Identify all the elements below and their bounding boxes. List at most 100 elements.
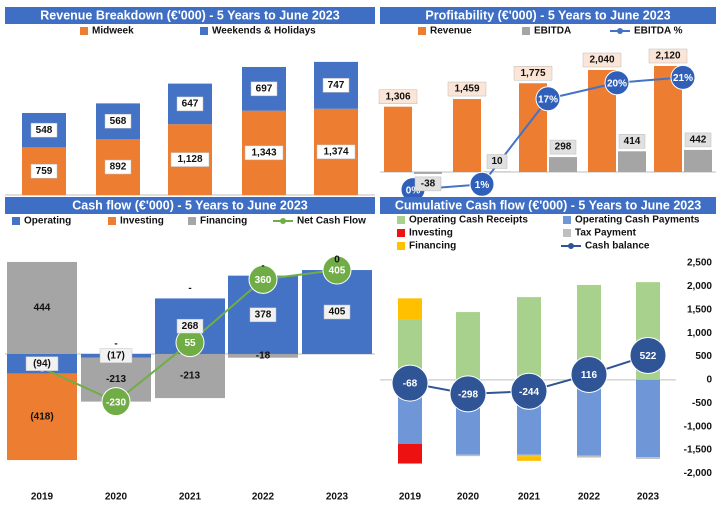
x-tick-label: 2019 <box>399 492 422 503</box>
chart-panel: Cumulative Cash flow (€'000) - 5 Years t… <box>380 197 716 503</box>
legend-label: Tax Payment <box>575 228 637 239</box>
legend-swatch <box>563 216 571 224</box>
title-bar <box>380 7 716 24</box>
legend-label: Midweek <box>92 26 134 37</box>
x-tick-label: 2023 <box>326 492 349 503</box>
bar-label: 1,374 <box>323 147 348 158</box>
line-marker <box>101 387 131 417</box>
bar-label: -18 <box>256 350 271 361</box>
title-bar <box>5 7 375 24</box>
bar <box>618 151 646 172</box>
line-marker <box>670 64 696 90</box>
legend-label: Investing <box>409 228 453 239</box>
x-tick-label: 2020 <box>105 492 128 503</box>
bar-label: 414 <box>624 136 641 147</box>
bar-label: 268 <box>182 321 199 332</box>
x-tick-label: 2022 <box>578 492 601 503</box>
label-box <box>250 81 278 97</box>
line-label: -244 <box>519 387 539 398</box>
line-label: -298 <box>458 389 478 400</box>
legend-swatch <box>522 27 530 35</box>
bar-label: 405 <box>329 307 346 318</box>
label-box <box>30 163 58 179</box>
label-box <box>170 152 210 167</box>
line-marker <box>510 372 548 410</box>
bar <box>414 172 442 174</box>
legend-label: Revenue <box>430 26 472 37</box>
chart-panel: Revenue Breakdown (€'000) - 5 Years to J… <box>5 7 375 196</box>
bar <box>384 106 412 172</box>
bar-label: 697 <box>256 83 273 94</box>
label-box <box>323 304 351 320</box>
bar-label: -213 <box>180 371 200 382</box>
line-label: 20% <box>607 78 627 89</box>
bar-label: 298 <box>555 142 572 153</box>
bar-label: 1,775 <box>520 68 545 79</box>
y-tick-label: -1,000 <box>684 421 713 432</box>
legend-swatch <box>418 27 426 35</box>
legend-label: EBITDA <box>534 26 571 37</box>
line-label: -230 <box>106 397 126 408</box>
y-tick-label: 500 <box>695 351 712 362</box>
title-bar <box>5 197 375 214</box>
line-marker <box>449 375 487 413</box>
legend-label: EBITDA % <box>634 26 683 37</box>
x-tick-label: 2020 <box>457 492 480 503</box>
bar-label: 647 <box>182 99 199 110</box>
label-box <box>618 134 646 149</box>
legend-dot <box>280 218 286 224</box>
y-tick-label: 2,500 <box>687 258 712 269</box>
bar <box>517 297 541 380</box>
line-label: 360 <box>255 275 272 286</box>
label-box <box>176 96 204 112</box>
legend-swatch <box>108 217 116 225</box>
bar <box>517 456 541 461</box>
bar-label: 747 <box>328 80 345 91</box>
y-tick-label: -1,500 <box>684 445 713 456</box>
bar-label: 10 <box>491 156 503 167</box>
bar-label: 378 <box>255 309 272 320</box>
legend-label: Operating <box>24 216 71 227</box>
label-box <box>25 356 59 371</box>
chart-panel: Cash flow (€'000) - 5 Years to June 2023… <box>5 197 375 503</box>
label-box <box>582 52 622 68</box>
bar <box>228 353 298 358</box>
bar <box>453 99 481 172</box>
label-box <box>30 122 58 138</box>
line-label: 405 <box>329 266 346 277</box>
bar-label: 1,343 <box>251 148 276 159</box>
bar <box>636 457 660 459</box>
label-box <box>99 348 133 363</box>
title-bar <box>380 197 716 214</box>
bar-label: (17) <box>107 350 125 361</box>
legend-swatch <box>397 216 405 224</box>
bar-label: 2,040 <box>589 55 614 66</box>
legend-label: Financing <box>409 241 456 252</box>
x-tick-label: 2021 <box>179 492 202 503</box>
bar <box>577 455 601 458</box>
bar <box>456 454 480 457</box>
x-tick-label: 2022 <box>252 492 275 503</box>
label-box <box>176 318 204 334</box>
line-marker <box>391 364 429 402</box>
legend-swatch <box>563 229 571 237</box>
bar-label: (94) <box>33 358 51 369</box>
bar-label: 548 <box>36 125 53 136</box>
legend-swatch <box>80 27 88 35</box>
label-box <box>549 139 577 155</box>
bar-label: 892 <box>110 162 127 173</box>
line-label: 0% <box>406 185 421 196</box>
bar-label: (418) <box>30 411 53 422</box>
label-box <box>249 307 277 323</box>
bar <box>7 261 77 354</box>
bar-label: 442 <box>690 135 707 146</box>
legend-label: Operating Cash Receipts <box>409 215 528 226</box>
line-label: 55 <box>184 338 196 349</box>
bar <box>684 149 712 172</box>
legend-label: Investing <box>120 216 164 227</box>
legend-dot <box>568 243 574 249</box>
bar-label: 0 <box>334 255 340 266</box>
bar <box>636 379 660 458</box>
y-tick-label: 1,500 <box>687 304 712 315</box>
